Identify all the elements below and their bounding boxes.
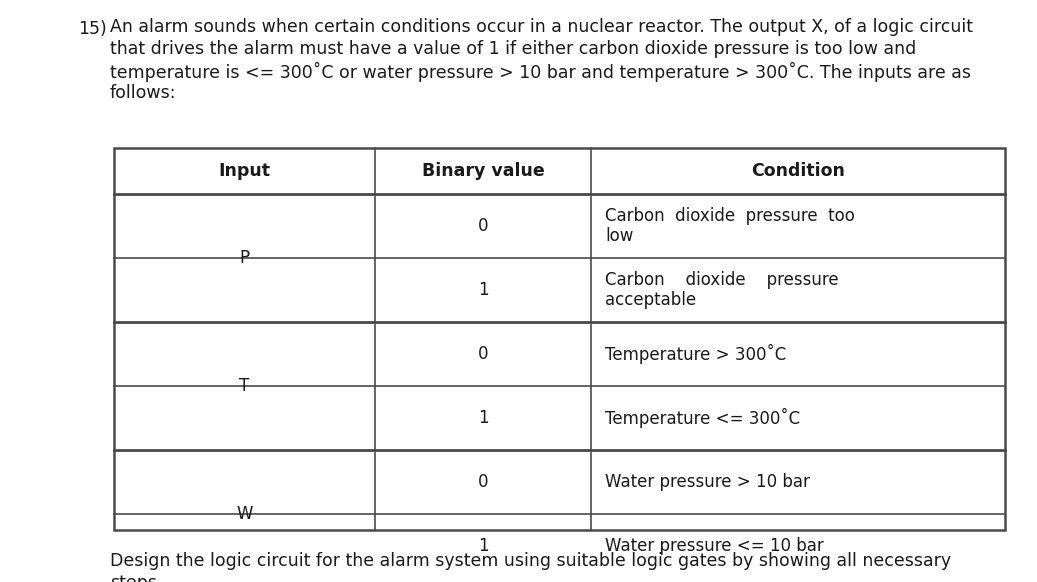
Text: Binary value: Binary value [422, 162, 544, 180]
Text: W: W [236, 505, 253, 523]
Text: 0: 0 [478, 345, 488, 363]
Text: steps.: steps. [110, 574, 163, 582]
Text: Condition: Condition [751, 162, 845, 180]
Text: low: low [605, 227, 634, 245]
Text: follows:: follows: [110, 84, 176, 102]
Text: 15): 15) [78, 20, 107, 38]
Text: Water pressure > 10 bar: Water pressure > 10 bar [605, 473, 810, 491]
Text: Water pressure <= 10 bar: Water pressure <= 10 bar [605, 537, 823, 555]
Text: Temperature <= 300˚C: Temperature <= 300˚C [605, 408, 801, 428]
Text: 1: 1 [478, 537, 488, 555]
Text: 1: 1 [478, 281, 488, 299]
Text: An alarm sounds when certain conditions occur in a nuclear reactor. The output X: An alarm sounds when certain conditions … [110, 18, 973, 36]
Text: that drives the alarm must have a value of 1 if either carbon dioxide pressure i: that drives the alarm must have a value … [110, 40, 917, 58]
Text: Temperature > 300˚C: Temperature > 300˚C [605, 344, 786, 364]
Text: Carbon    dioxide    pressure: Carbon dioxide pressure [605, 271, 839, 289]
Text: Input: Input [219, 162, 271, 180]
Text: Carbon  dioxide  pressure  too: Carbon dioxide pressure too [605, 207, 854, 225]
Text: acceptable: acceptable [605, 291, 696, 309]
Text: T: T [240, 377, 250, 395]
Text: 0: 0 [478, 473, 488, 491]
Text: temperature is <= 300˚C or water pressure > 10 bar and temperature > 300˚C. The : temperature is <= 300˚C or water pressur… [110, 62, 971, 82]
Text: 1: 1 [478, 409, 488, 427]
Text: 0: 0 [478, 217, 488, 235]
Text: P: P [240, 249, 250, 267]
Text: Design the logic circuit for the alarm system using suitable logic gates by show: Design the logic circuit for the alarm s… [110, 552, 951, 570]
Bar [114, 148, 1005, 530]
